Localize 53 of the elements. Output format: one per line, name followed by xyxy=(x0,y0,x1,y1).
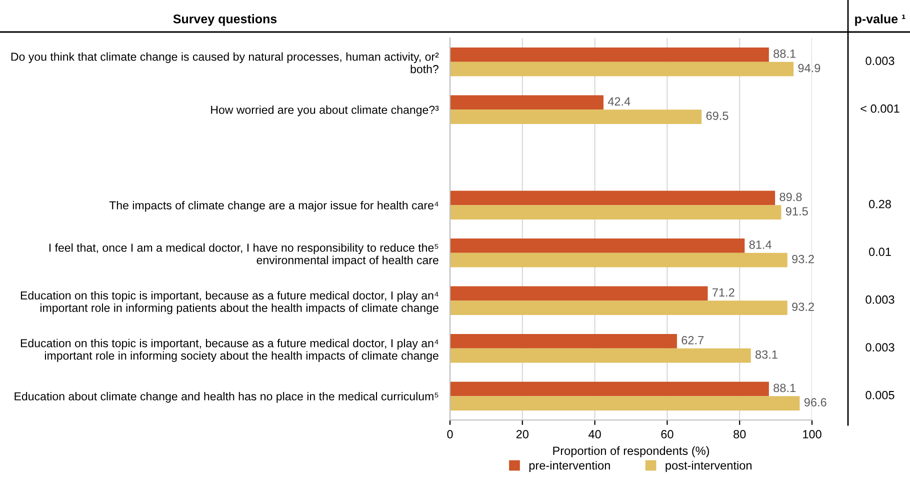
bar xyxy=(450,382,769,396)
bar xyxy=(450,396,800,410)
text: 0.003 xyxy=(866,56,894,66)
bar xyxy=(450,252,788,268)
x-tick-label: 40 xyxy=(588,430,601,438)
bar xyxy=(450,110,702,124)
y-tick-label: Education on this topic is important, because as a future medical doctor, I play an⁴ important role in informing patients about the health impacts of climate change xyxy=(20,291,438,314)
data-label: 93.2 xyxy=(792,254,814,264)
data-label: 62.7 xyxy=(682,336,704,344)
data-label: 88.1 xyxy=(774,384,796,392)
bar xyxy=(450,334,677,348)
bar xyxy=(450,62,794,76)
text: 0.28 xyxy=(868,200,891,208)
y2-axis-title: p-value ¹ xyxy=(855,14,906,26)
data-label: 89.8 xyxy=(780,192,802,202)
legend-label: post-intervention xyxy=(666,460,752,472)
x-tick-label: 60 xyxy=(661,430,674,438)
data-label: 69.5 xyxy=(706,112,728,120)
text: 0.003 xyxy=(866,343,894,352)
y-tick-label: Education on this topic is important, because as a future medical doctor, I play an⁴ important role in informing society about the health impacts of climate change xyxy=(20,338,438,362)
legend-label: pre-intervention xyxy=(529,460,610,472)
data-label: 83.1 xyxy=(756,350,778,359)
data-label: 42.4 xyxy=(608,97,630,106)
text: 0.005 xyxy=(866,390,894,400)
text: 0.003 xyxy=(866,295,894,304)
text: < 0.001 xyxy=(860,104,900,113)
bar xyxy=(450,205,782,220)
x-tick-label: 80 xyxy=(734,430,746,438)
bar xyxy=(450,95,604,110)
data-label: 91.5 xyxy=(786,207,808,216)
data-label: 71.2 xyxy=(712,288,734,297)
data-label: 96.6 xyxy=(804,398,826,406)
bar xyxy=(450,238,745,253)
x-axis-title: Proportion of respondents (%) xyxy=(553,446,710,458)
bar xyxy=(450,348,751,363)
bar xyxy=(450,286,708,301)
y-axis-title: Survey questions xyxy=(173,14,277,26)
data-label: 94.9 xyxy=(798,64,820,72)
bar xyxy=(450,300,788,315)
y-tick-label: The impacts of climate change are a major issue for health care⁴ xyxy=(109,200,438,212)
y-tick-label: Do you think that climate change is caused by natural processes, human activity, or² both? xyxy=(11,52,439,74)
text: 0.01 xyxy=(868,248,891,256)
y-tick-label: I feel that, once I am a medical doctor, I have no responsibility to reduce the⁵ environmental impact of health care xyxy=(49,243,438,266)
x-tick-label: 100 xyxy=(803,430,822,438)
y-tick-label: Education about climate change and health has no place in the medical curriculum⁵ xyxy=(14,392,438,403)
y-tick-label: How worried are you about climate change?³ xyxy=(211,105,439,116)
bar xyxy=(450,48,769,62)
data-label: 88.1 xyxy=(774,50,796,58)
x-tick-label: 20 xyxy=(516,430,529,438)
data-label: 81.4 xyxy=(749,240,772,249)
bar xyxy=(450,190,776,206)
x-tick-label: 0 xyxy=(447,430,453,438)
data-label: 93.2 xyxy=(792,302,814,311)
